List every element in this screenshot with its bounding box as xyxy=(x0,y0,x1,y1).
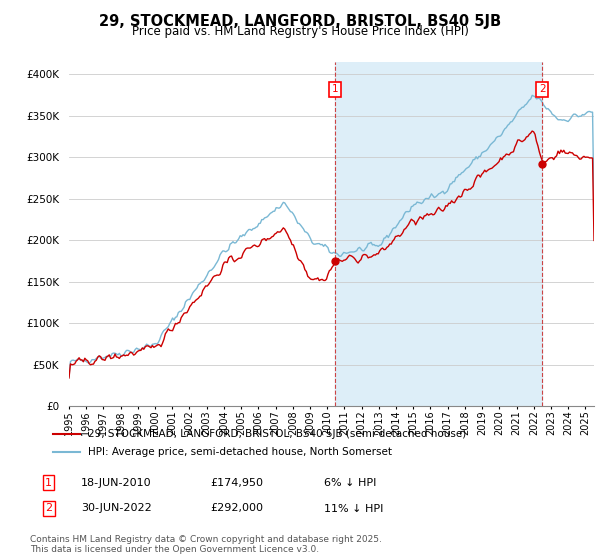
Text: 1: 1 xyxy=(332,84,338,94)
Text: 30-JUN-2022: 30-JUN-2022 xyxy=(81,503,152,514)
Text: Contains HM Land Registry data © Crown copyright and database right 2025.
This d: Contains HM Land Registry data © Crown c… xyxy=(30,535,382,554)
Text: £292,000: £292,000 xyxy=(210,503,263,514)
Text: 2: 2 xyxy=(539,84,545,94)
Text: HPI: Average price, semi-detached house, North Somerset: HPI: Average price, semi-detached house,… xyxy=(88,447,392,457)
Text: 29, STOCKMEAD, LANGFORD, BRISTOL, BS40 5JB (semi-detached house): 29, STOCKMEAD, LANGFORD, BRISTOL, BS40 5… xyxy=(88,429,466,439)
Text: 18-JUN-2010: 18-JUN-2010 xyxy=(81,478,152,488)
Text: Price paid vs. HM Land Registry's House Price Index (HPI): Price paid vs. HM Land Registry's House … xyxy=(131,25,469,38)
Text: 6% ↓ HPI: 6% ↓ HPI xyxy=(324,478,376,488)
Text: 1: 1 xyxy=(45,478,52,488)
Text: 29, STOCKMEAD, LANGFORD, BRISTOL, BS40 5JB: 29, STOCKMEAD, LANGFORD, BRISTOL, BS40 5… xyxy=(99,14,501,29)
Text: £174,950: £174,950 xyxy=(210,478,263,488)
Bar xyxy=(335,62,542,406)
Text: 2: 2 xyxy=(45,503,52,514)
Text: 11% ↓ HPI: 11% ↓ HPI xyxy=(324,503,383,514)
